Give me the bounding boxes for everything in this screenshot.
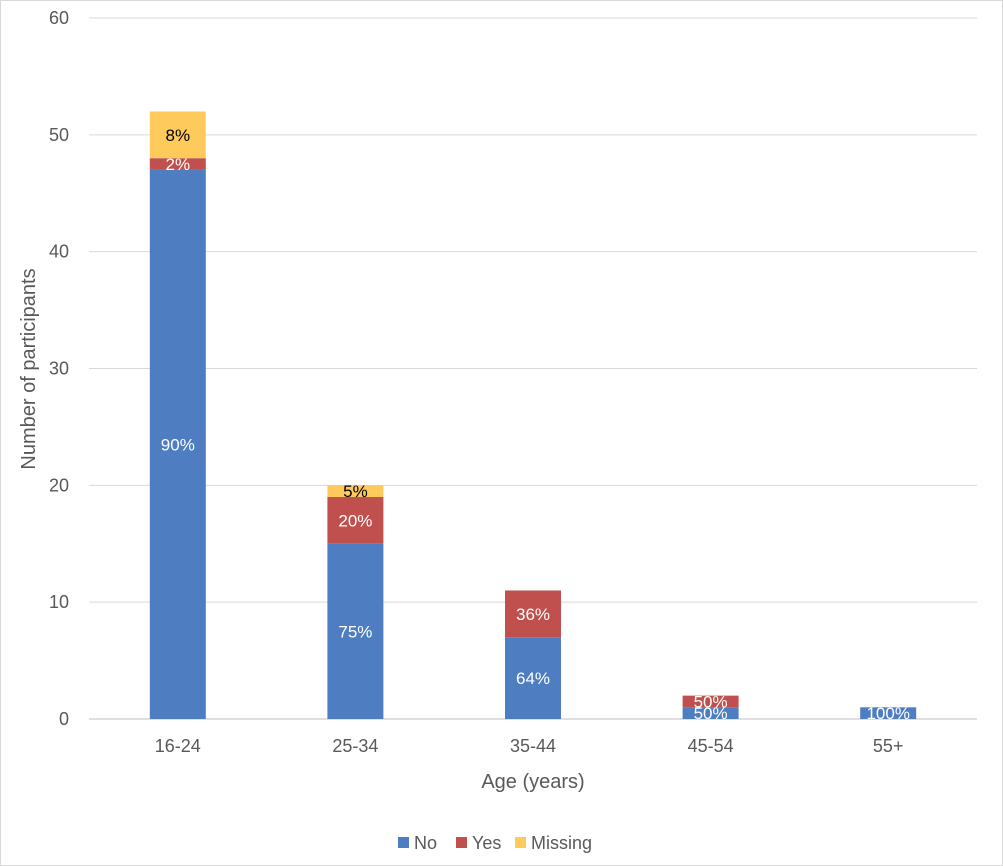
y-tick-label: 60 [49,8,69,28]
data-label: 50% [694,692,728,711]
legend-label-missing: Missing [531,833,592,853]
bar-segment-no [327,543,384,719]
x-tick-label: 16-24 [155,736,201,756]
bar-segment-no [149,169,206,720]
x-axis-title: Age (years) [481,771,584,793]
bar-segment-yes [505,590,561,638]
y-axis-ticks: 0 10 20 30 40 50 60 [49,8,69,729]
x-tick-label: 35-44 [510,736,556,756]
x-axis-ticks: 16-24 25-34 35-44 45-54 55+ [155,736,904,756]
bar-segment-yes [327,497,384,544]
legend-swatch-missing [515,837,526,848]
bar-segment-no [860,707,917,719]
y-tick-label: 10 [49,592,69,612]
legend-label-yes: Yes [472,833,501,853]
x-tick-label: 55+ [873,736,904,756]
data-label: 50% [694,704,728,723]
y-tick-label: 20 [49,475,69,495]
y-tick-label: 30 [49,359,69,379]
data-label: 36% [516,605,550,624]
data-label: 2% [166,155,191,174]
bar-segment-missing [327,485,384,498]
gridlines [89,17,977,720]
legend-swatch-no [398,837,409,848]
data-label: 20% [338,511,372,530]
y-tick-label: 0 [59,709,69,729]
bar-segment-no [682,707,739,719]
data-labels: 90% 2% 8% 75% 20% 5% 64% 36% 50%50% 100% [161,126,910,723]
bar-segment-missing [149,111,206,159]
x-tick-label: 45-54 [688,736,734,756]
legend-label-no: No [414,833,437,853]
legend-swatch-yes [456,837,467,848]
data-label: 5% [343,482,368,501]
bar-segment-no [505,637,561,719]
data-label: 75% [338,622,372,641]
y-tick-label: 40 [49,242,69,262]
data-label: 90% [161,435,195,454]
data-label: 100% [866,704,909,723]
legend: No Yes Missing [398,833,592,853]
y-axis-title: Number of participants [18,268,40,469]
y-tick-label: 50 [49,125,69,145]
x-tick-label: 25-34 [332,736,378,756]
data-label: 64% [516,669,550,688]
bars [149,111,917,720]
data-label: 8% [166,126,191,145]
bar-segment-yes [149,158,206,170]
bar-segment-yes [682,695,739,708]
